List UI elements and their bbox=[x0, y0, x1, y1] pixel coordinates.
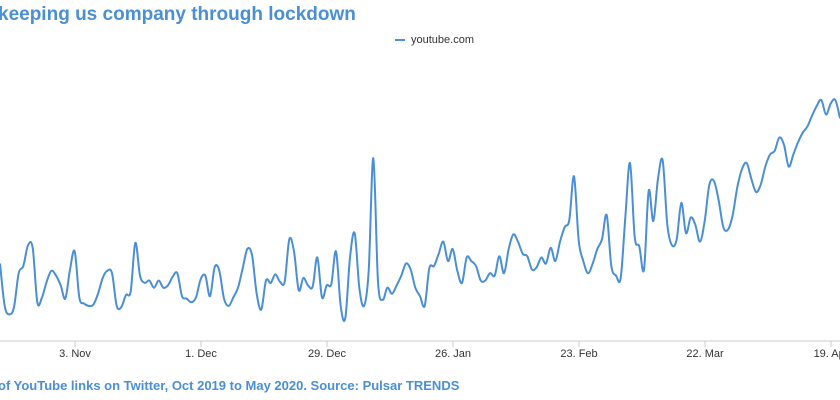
x-tick-label: 3. Nov bbox=[59, 348, 91, 360]
legend-label-youtube[interactable]: youtube.com bbox=[411, 34, 474, 46]
x-tick-label: 19. Apr bbox=[814, 348, 840, 360]
series-line-0[interactable] bbox=[0, 98, 840, 323]
series-group bbox=[0, 98, 840, 323]
x-tick-label: 22. Mar bbox=[686, 348, 724, 360]
x-axis-ticks: 3. Nov 1. Dec 29. Dec 26. Jan 23. Feb 22. Mar… bbox=[59, 341, 840, 360]
legend-swatch bbox=[395, 39, 405, 41]
chart-plot-area: 3. Nov 1. Dec 29. Dec 26. Jan 23. Feb 22. Mar… bbox=[0, 98, 840, 360]
legend[interactable]: youtube.com bbox=[395, 34, 474, 46]
x-tick-label: 1. Dec bbox=[185, 348, 217, 360]
chart-caption: of YouTube links on Twitter, Oct 2019 to… bbox=[0, 378, 460, 393]
x-tick-label: 26. Jan bbox=[435, 348, 471, 360]
chart-title: keeping us company through lockdown bbox=[0, 4, 356, 25]
x-tick-label: 23. Feb bbox=[560, 348, 597, 360]
x-tick-label: 29. Dec bbox=[308, 348, 346, 360]
